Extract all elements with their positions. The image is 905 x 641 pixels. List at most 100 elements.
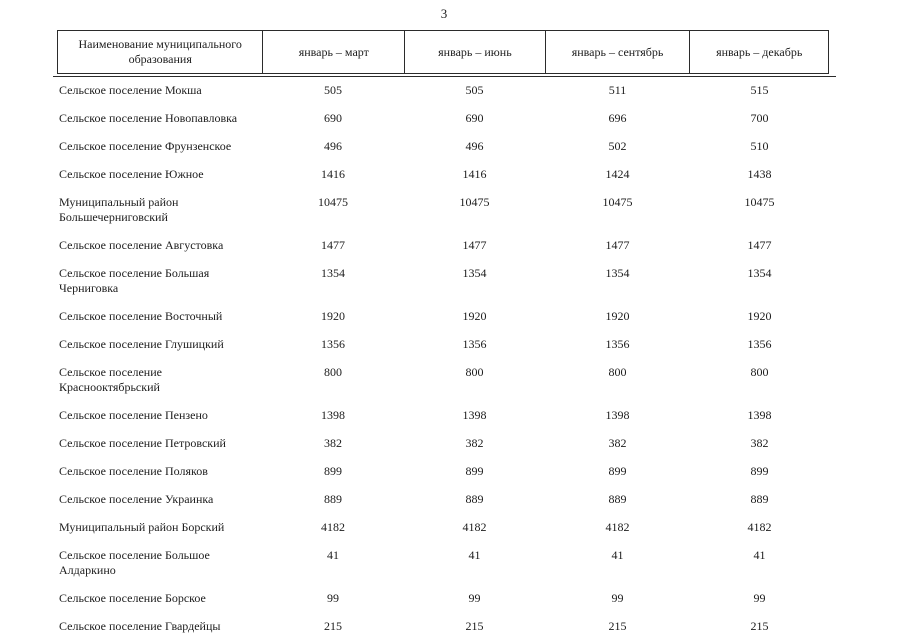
row-value-jan-jun: 1356 — [462, 337, 487, 351]
col-header-jan-jun: январь – июнь — [404, 31, 545, 73]
row-value-jan-dec: 215 — [750, 619, 769, 633]
row-value-jan-jun: 382 — [465, 436, 484, 450]
row-value-jan-mar: 41 — [327, 548, 339, 562]
table-row: Сельское поселение Украинка 889 889 889 … — [57, 486, 829, 514]
table-body: Сельское поселение Мокша 505 505 511 515… — [57, 77, 829, 641]
row-value-jan-sep: 800 — [608, 365, 627, 379]
row-value-jan-dec: 41 — [753, 548, 766, 562]
row-value-jan-dec: 1477 — [747, 238, 772, 252]
table-row: Сельское поселение Большая Черниговка 13… — [57, 260, 829, 303]
row-value-jan-mar: 800 — [324, 365, 342, 379]
row-value-jan-jun: 1354 — [462, 266, 487, 280]
table-row: Сельское поселение Гвардейцы 215 215 215… — [57, 613, 829, 641]
row-municipality-name: Сельское поселение Поляков — [59, 464, 208, 478]
row-value-jan-mar: 10475 — [318, 195, 348, 209]
row-value-jan-jun: 690 — [465, 111, 484, 125]
row-value-jan-sep: 1398 — [605, 408, 630, 422]
row-municipality-name: Муниципальный район Большечерниговский — [59, 195, 179, 224]
row-municipality-name: Сельское поселение Борское — [59, 591, 206, 605]
row-value-jan-dec: 515 — [750, 83, 769, 97]
col-header-municipality-name: Наименование муниципального образования — [78, 37, 242, 66]
row-municipality-name: Сельское поселение Украинка — [59, 492, 214, 506]
row-value-jan-sep: 41 — [611, 548, 624, 562]
row-value-jan-mar: 1920 — [321, 309, 345, 323]
row-value-jan-jun: 1920 — [462, 309, 487, 323]
row-municipality-name: Сельское поселение Гвардейцы — [59, 619, 221, 633]
row-value-jan-dec: 700 — [750, 111, 769, 125]
table-row: Муниципальный район Борский 4182 4182 41… — [57, 514, 829, 542]
table-row: Сельское поселение Борское 99 99 99 99 — [57, 585, 829, 613]
row-municipality-name: Сельское поселение Фрунзенское — [59, 139, 232, 153]
row-value-jan-jun: 99 — [468, 591, 481, 605]
row-value-jan-sep: 889 — [608, 492, 627, 506]
row-value-jan-dec: 889 — [750, 492, 769, 506]
row-value-jan-mar: 899 — [324, 464, 342, 478]
row-value-jan-dec: 1438 — [747, 167, 772, 181]
row-value-jan-sep: 1424 — [605, 167, 630, 181]
row-value-jan-sep: 382 — [608, 436, 627, 450]
table-row: Сельское поселение Петровский 382 382 38… — [57, 430, 829, 458]
row-municipality-name: Сельское поселение Новопавловка — [59, 111, 238, 125]
row-value-jan-mar: 496 — [324, 139, 342, 153]
table-row: Сельское поселение Восточный 1920 1920 1… — [57, 303, 829, 331]
table-row: Сельское поселение Глушицкий 1356 1356 1… — [57, 331, 829, 359]
row-value-jan-sep: 1356 — [605, 337, 630, 351]
row-value-jan-mar: 4182 — [321, 520, 345, 534]
row-municipality-name: Сельское поселение Глушицкий — [59, 337, 224, 351]
row-municipality-name: Сельское поселение Большая Черниговка — [59, 266, 210, 295]
row-municipality-name: Сельское поселение Августовка — [59, 238, 224, 252]
row-value-jan-sep: 215 — [608, 619, 627, 633]
row-value-jan-dec: 99 — [753, 591, 766, 605]
row-value-jan-jun: 41 — [468, 548, 481, 562]
row-value-jan-mar: 1398 — [321, 408, 345, 422]
row-value-jan-sep: 99 — [611, 591, 624, 605]
row-value-jan-jun: 1416 — [462, 167, 487, 181]
table-row: Сельское поселение Августовка 1477 1477 … — [57, 232, 829, 260]
row-value-jan-dec: 1920 — [747, 309, 772, 323]
table-row: Сельское поселение Краснооктябрьский 800… — [57, 359, 829, 402]
row-value-jan-dec: 382 — [750, 436, 769, 450]
row-value-jan-mar: 889 — [324, 492, 342, 506]
row-value-jan-jun: 889 — [465, 492, 484, 506]
row-value-jan-dec: 899 — [750, 464, 769, 478]
row-value-jan-mar: 690 — [324, 111, 342, 125]
row-value-jan-jun: 4182 — [462, 520, 487, 534]
table-row: Муниципальный район Большечерниговский 1… — [57, 189, 829, 232]
table-row: Сельское поселение Южное 1416 1416 1424 … — [57, 161, 829, 189]
row-value-jan-sep: 511 — [608, 83, 627, 97]
header-underline-rule — [53, 76, 836, 77]
row-value-jan-dec: 4182 — [747, 520, 772, 534]
row-value-jan-sep: 10475 — [602, 195, 633, 209]
row-value-jan-dec: 800 — [750, 365, 769, 379]
row-value-jan-mar: 99 — [327, 591, 339, 605]
municipal-table: Наименование муниципального образования … — [53, 30, 836, 641]
row-value-jan-mar: 382 — [324, 436, 342, 450]
row-value-jan-mar: 1356 — [321, 337, 345, 351]
row-value-jan-mar: 505 — [324, 83, 342, 97]
row-value-jan-dec: 1354 — [747, 266, 772, 280]
row-value-jan-jun: 1477 — [462, 238, 487, 252]
row-value-jan-jun: 800 — [465, 365, 484, 379]
row-value-jan-sep: 1477 — [605, 238, 630, 252]
col-header-jan-dec: январь – декабрь — [689, 31, 828, 73]
row-value-jan-sep: 4182 — [605, 520, 630, 534]
row-value-jan-mar: 1416 — [321, 167, 345, 181]
row-value-jan-jun: 899 — [465, 464, 484, 478]
row-value-jan-dec: 1398 — [747, 408, 772, 422]
row-value-jan-dec: 510 — [750, 139, 769, 153]
row-value-jan-sep: 1920 — [605, 309, 630, 323]
row-value-jan-dec: 10475 — [744, 195, 775, 209]
col-header-jan-sep: январь – сентябрь — [544, 31, 690, 73]
row-value-jan-mar: 1354 — [321, 266, 345, 280]
row-value-jan-sep: 1354 — [605, 266, 630, 280]
row-value-jan-dec: 1356 — [747, 337, 772, 351]
row-value-jan-jun: 505 — [465, 83, 484, 97]
row-municipality-name: Сельское поселение Краснооктябрьский — [59, 365, 162, 394]
row-value-jan-mar: 215 — [324, 619, 342, 633]
row-value-jan-jun: 496 — [465, 139, 484, 153]
row-municipality-name: Сельское поселение Петровский — [59, 436, 226, 450]
row-value-jan-jun: 10475 — [459, 195, 490, 209]
row-value-jan-jun: 1398 — [462, 408, 487, 422]
row-municipality-name: Сельское поселение Южное — [59, 167, 204, 181]
page-number: 3 — [440, 6, 448, 21]
